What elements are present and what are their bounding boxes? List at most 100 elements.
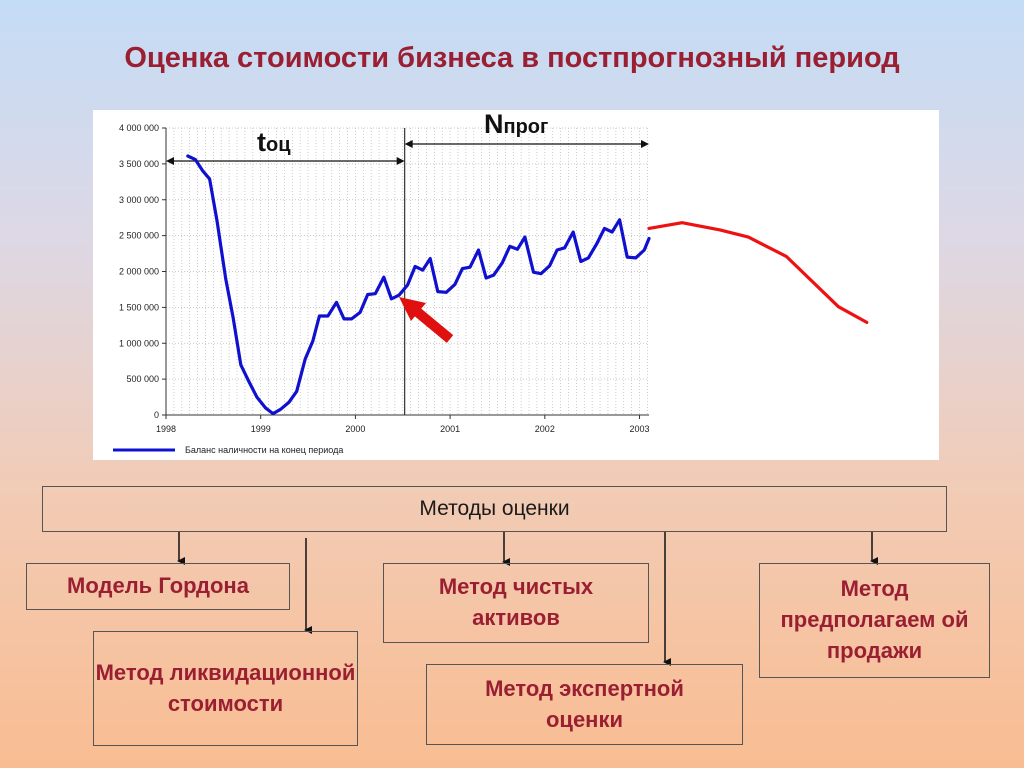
- y-tick-label: 1 500 000: [119, 302, 159, 312]
- forecast-point: [718, 228, 722, 232]
- cash-balance-point: [318, 314, 321, 318]
- expert-method-box: Метод экспертной оценки: [426, 664, 743, 745]
- forecast-point: [680, 221, 684, 225]
- cash-balance-point: [231, 316, 235, 320]
- valuation-period-subscript: оц: [266, 134, 291, 156]
- cash-balance-point: [311, 339, 315, 343]
- valuation-period-arrow-head-left: [166, 157, 174, 165]
- cash-balance-point: [436, 290, 440, 293]
- cash-balance-point: [532, 270, 535, 274]
- cash-balance-point: [201, 169, 205, 173]
- cash-balance-point: [374, 292, 377, 296]
- line-chart: 0 500 000 1 000 000 1 500 000 2 000 000 2 500…: [113, 110, 869, 455]
- y-tick-label: 0: [154, 410, 159, 420]
- cash-balance-point: [603, 227, 606, 230]
- cash-balance-point: [428, 257, 432, 260]
- cash-balance-point: [453, 283, 457, 286]
- x-tick-label: 2000: [345, 424, 365, 434]
- cash-balance-point: [610, 230, 614, 234]
- cash-balance-point: [215, 219, 219, 223]
- chart-panel: 0 500 000 1 000 000 1 500 000 2 000 000 2 500…: [93, 110, 939, 460]
- cash-balance-point: [342, 317, 346, 321]
- cash-balance-point: [224, 277, 227, 280]
- cash-balance-point: [303, 357, 307, 361]
- y-tick-label: 3 500 000: [119, 159, 159, 169]
- cash-balance-point: [642, 248, 646, 252]
- forecast-point: [837, 305, 840, 308]
- cash-balance-point: [194, 158, 197, 161]
- y-tick-label: 4 000 000: [119, 123, 159, 133]
- cash-balance-point: [555, 248, 559, 252]
- cash-balance-point: [548, 264, 551, 268]
- cash-balance-point: [579, 260, 583, 263]
- forecast-point: [865, 321, 869, 324]
- cash-balance-point: [406, 283, 409, 287]
- valuation-period-arrow-head-right: [396, 157, 405, 165]
- expected-sale-method-box: Метод предполагаем ой продажи: [759, 563, 990, 678]
- cash-balance-point: [239, 363, 243, 367]
- cash-balance-point: [571, 230, 575, 234]
- cash-balance-point: [335, 301, 338, 304]
- x-tick-label: 1999: [251, 424, 271, 434]
- y-tick-label: 500 000: [126, 374, 159, 384]
- cash-balance-point: [186, 154, 190, 158]
- cash-balance-point: [516, 247, 519, 251]
- cash-balance-point: [500, 261, 504, 265]
- cash-balance-point: [279, 407, 282, 411]
- legend-label: Баланс наличности на конец периода: [185, 445, 343, 455]
- cash-balance-point: [208, 177, 211, 181]
- y-tick-label: 3 000 000: [119, 195, 159, 205]
- cash-balance-point: [468, 265, 472, 269]
- liquidation-method-box: Метод ликвидационной стоимости: [93, 631, 358, 746]
- pointer-arrow-shaft: [411, 306, 454, 343]
- cash-balance-point: [271, 412, 275, 415]
- forecast-period-subscript: прог: [504, 116, 549, 138]
- cash-balance-point: [461, 267, 464, 270]
- y-tick-label: 1 000 000: [119, 338, 159, 348]
- y-tick-label: 2 000 000: [119, 267, 159, 277]
- cash-balance-point: [445, 291, 448, 294]
- y-tick-label: 2 500 000: [119, 231, 159, 241]
- cash-balance-point: [264, 406, 267, 410]
- forecast-period-arrow-head-left: [404, 140, 413, 148]
- cash-balance-point: [587, 256, 590, 260]
- cash-balance-point: [523, 235, 527, 239]
- x-tick-label: 2002: [535, 424, 555, 434]
- cash-balance-point: [382, 275, 386, 279]
- cash-balance-point: [247, 379, 250, 382]
- page-title: Оценка стоимости бизнеса в постпрогнозны…: [124, 42, 900, 74]
- x-tick-label: 2001: [440, 424, 460, 434]
- cash-balance-point: [390, 297, 393, 301]
- cash-balance-point: [413, 265, 417, 268]
- cash-balance-point: [508, 245, 512, 248]
- forecast-point: [747, 235, 750, 239]
- x-tick-label: 2003: [630, 424, 650, 434]
- methods-header-box: Методы оценки: [42, 486, 947, 532]
- cash-balance-series-line: [186, 154, 651, 416]
- cash-balance-point: [397, 293, 401, 297]
- pointer-arrow-head: [399, 297, 426, 321]
- cash-balance-point: [358, 311, 362, 314]
- cash-balance-point: [295, 390, 298, 393]
- cash-balance-point: [634, 256, 638, 260]
- forecast-point: [785, 255, 788, 258]
- cash-balance-point: [595, 242, 599, 245]
- cash-balance-point: [625, 255, 629, 259]
- cash-balance-point: [484, 276, 488, 280]
- cash-balance-point: [350, 317, 353, 321]
- cash-balance-point: [563, 246, 567, 250]
- cash-balance-point: [477, 248, 480, 252]
- forecast-period-arrow-head-right: [641, 140, 649, 148]
- cash-balance-point: [492, 273, 495, 277]
- cash-balance-point: [421, 268, 424, 272]
- net-assets-method-box: Метод чистых активов: [383, 563, 649, 643]
- x-tick-label: 1998: [156, 424, 176, 434]
- cash-balance-point: [326, 314, 330, 318]
- cash-balance-point: [618, 218, 621, 222]
- forecast-point: [647, 227, 651, 230]
- cash-balance-point: [366, 293, 370, 296]
- cash-balance-point: [287, 400, 291, 404]
- cash-balance-point: [255, 395, 259, 399]
- cash-balance-point: [647, 237, 651, 240]
